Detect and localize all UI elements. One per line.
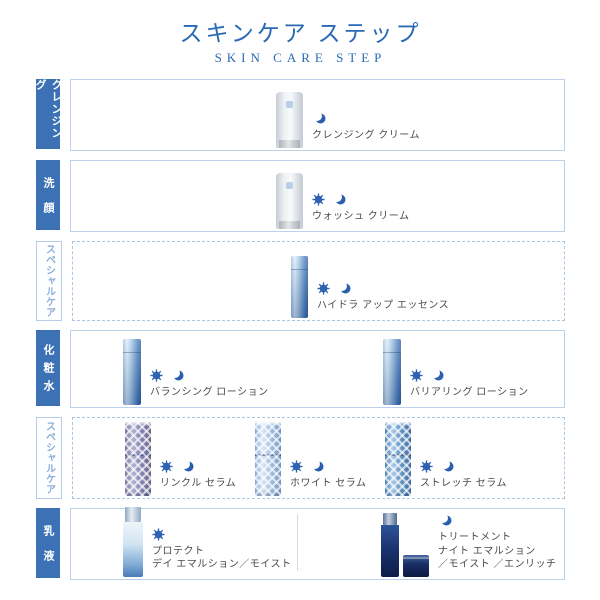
product-caption: バリアリング ローション xyxy=(410,368,529,400)
row-box: プロテクト デイ エマルション／モイスト トリートメント ナイト エマルション … xyxy=(70,506,565,580)
sun-icon xyxy=(152,528,165,541)
product-name-line: トリートメント xyxy=(438,532,512,544)
product-name: ホワイト セラム xyxy=(290,478,367,490)
product-caption: ホワイト セラム xyxy=(290,459,366,491)
moon-icon xyxy=(310,460,324,473)
usage-icons xyxy=(420,459,507,474)
moon-icon xyxy=(170,369,184,382)
product-bottle-image xyxy=(381,512,399,577)
product-bottle-image xyxy=(255,421,281,496)
sun-icon xyxy=(317,282,330,295)
product-name: リンクル セラム xyxy=(160,478,237,490)
step-row-special-care-1: スペシャルケア ハイドラ アップ エッセンス xyxy=(36,240,565,321)
usage-icons xyxy=(150,368,269,383)
moon-icon xyxy=(440,460,454,473)
product-bottle-image xyxy=(276,91,303,148)
product-name-line: ／モイスト ／エンリッチ xyxy=(438,559,557,571)
page-title: スキンケア ステップ xyxy=(179,21,422,46)
step-row-wash: 洗顔 ウォッシュ クリーム xyxy=(36,159,565,232)
moon-icon xyxy=(337,282,351,295)
step-row-cleansing: クレンジング クレンジング クリーム xyxy=(34,78,565,151)
product: トリートメント ナイト エマルション ／モイスト ／エンリッチ xyxy=(381,512,556,577)
product-bottle-image xyxy=(123,338,141,405)
usage-icons xyxy=(438,513,556,528)
usage-icons xyxy=(152,527,291,542)
step-row-emulsion: 乳液 プロテクト デイ エマルション／モイスト xyxy=(36,506,565,580)
product: バリアリング ローション xyxy=(383,338,529,405)
row-label: スペシャルケア xyxy=(36,416,62,499)
row-label: 化粧水 xyxy=(36,329,60,406)
box-divider xyxy=(297,513,298,571)
product-name: ストレッチ セラム xyxy=(420,478,507,490)
product-bottle-image xyxy=(291,255,308,318)
usage-icons xyxy=(290,459,366,474)
usage-icons xyxy=(312,111,420,126)
moon-icon xyxy=(438,514,452,527)
usage-icons xyxy=(317,281,449,296)
sun-icon xyxy=(290,460,303,473)
product-caption: バランシング ローション xyxy=(150,368,269,400)
product: クレンジング クリーム xyxy=(276,91,420,148)
step-row-lotion: 化粧水 バランシング ローション xyxy=(36,329,565,408)
product: ハイドラ アップ エッセンス xyxy=(291,255,449,318)
product-bottle-set xyxy=(381,512,429,577)
sun-icon xyxy=(420,460,433,473)
product-caption: クレンジング クリーム xyxy=(312,111,420,143)
product-name-line: デイ エマルション／モイスト xyxy=(152,559,292,571)
product: プロテクト デイ エマルション／モイスト xyxy=(123,506,291,577)
step-row-special-care-2: スペシャルケア リンクル セラム xyxy=(36,416,565,499)
product-name: ハイドラ アップ エッセンス xyxy=(317,300,450,312)
product-name: バランシング ローション xyxy=(150,387,269,399)
moon-icon xyxy=(180,460,194,473)
row-box: バランシング ローション バリアリング ローション xyxy=(70,329,565,408)
product-name: ウォッシュ クリーム xyxy=(312,211,410,223)
row-label: 洗顔 xyxy=(36,159,60,230)
title-block: スキンケア ステップ SKIN CARE STEP xyxy=(36,20,565,66)
product-caption: プロテクト デイ エマルション／モイスト xyxy=(152,527,291,572)
product: リンクル セラム xyxy=(125,421,236,496)
sun-icon xyxy=(312,193,325,206)
moon-icon xyxy=(430,369,444,382)
product-caption: リンクル セラム xyxy=(160,459,236,491)
product-name-line: ナイト エマルション xyxy=(438,545,536,557)
page-subtitle: SKIN CARE STEP xyxy=(214,49,387,65)
product-bottle-image xyxy=(383,338,401,405)
product-caption: ストレッチ セラム xyxy=(420,459,507,491)
row-label: スペシャルケア xyxy=(36,240,62,321)
sun-icon xyxy=(410,369,423,382)
product-bottle-image xyxy=(385,421,411,496)
product-name: バリアリング ローション xyxy=(410,387,529,399)
product-name: クレンジング クリーム xyxy=(312,130,420,142)
product-bottle-image xyxy=(125,421,151,496)
usage-icons xyxy=(160,459,236,474)
row-label: 乳液 xyxy=(36,507,60,578)
row-label: クレンジング xyxy=(34,78,62,149)
product-caption: トリートメント ナイト エマルション ／モイスト ／エンリッチ xyxy=(438,513,556,572)
product-bottle-image xyxy=(123,506,143,577)
product: ストレッチ セラム xyxy=(385,421,507,496)
row-box: リンクル セラム ホワイト セラム xyxy=(72,416,565,499)
product-bottle-image xyxy=(276,172,303,229)
sun-icon xyxy=(160,460,173,473)
product-jar-image xyxy=(403,554,429,577)
row-box: ウォッシュ クリーム xyxy=(70,159,565,232)
product-name-line: プロテクト xyxy=(152,545,205,557)
product-caption: ハイドラ アップ エッセンス xyxy=(317,281,449,313)
usage-icons xyxy=(410,368,529,383)
usage-icons xyxy=(312,192,409,207)
sun-icon xyxy=(150,369,163,382)
moon-icon xyxy=(332,193,346,206)
product-caption: ウォッシュ クリーム xyxy=(312,192,409,224)
product: バランシング ローション xyxy=(123,338,269,405)
row-box: ハイドラ アップ エッセンス xyxy=(72,240,565,321)
product: ホワイト セラム xyxy=(255,421,366,496)
moon-icon xyxy=(312,112,326,125)
row-box: クレンジング クリーム xyxy=(70,78,565,151)
product: ウォッシュ クリーム xyxy=(276,172,409,229)
